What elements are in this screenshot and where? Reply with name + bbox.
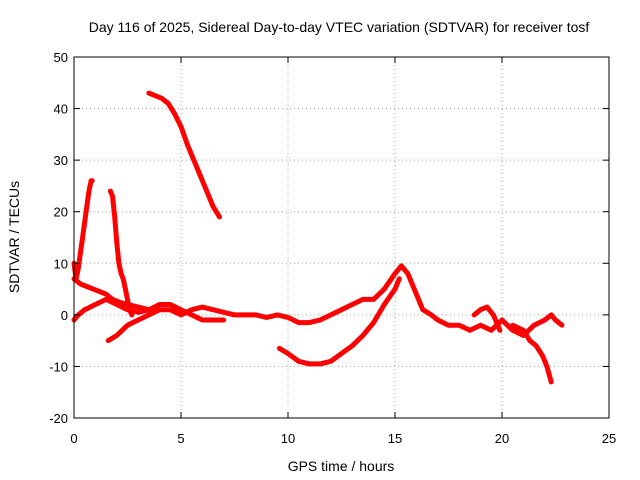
- x-tick-label: 5: [177, 431, 184, 446]
- series-arc-late-spike: [471, 304, 503, 333]
- series-arc-early-rise: [71, 178, 95, 282]
- x-tick-label: 20: [495, 431, 509, 446]
- y-tick-label: 20: [54, 205, 68, 220]
- y-tick-label: -20: [49, 411, 68, 426]
- series-arc-near-zero-a: [71, 296, 227, 323]
- y-tick-label: -10: [49, 359, 68, 374]
- series-arc-early-decay: [71, 276, 163, 313]
- y-tick-label: 10: [54, 256, 68, 271]
- axis-ticks: 0 5 10 15 20 25 -20 -10 0 10 20 30 40 50: [49, 50, 616, 446]
- series-arc-late-dive: [510, 322, 554, 385]
- series-arc-spike-decay: [107, 188, 135, 318]
- series-arc-dip-rise: [276, 276, 402, 367]
- y-tick-label: 50: [54, 50, 68, 65]
- y-axis-label: SDTVAR / TECUs: [6, 181, 22, 293]
- x-tick-label: 25: [602, 431, 616, 446]
- series-arc-high-decay: [146, 90, 222, 220]
- x-tick-label: 0: [70, 431, 77, 446]
- y-tick-label: 40: [54, 102, 68, 117]
- data-series: [71, 90, 565, 385]
- x-tick-label: 10: [281, 431, 295, 446]
- series-arc-near-zero-b: [105, 304, 344, 344]
- grid: [74, 57, 609, 418]
- y-tick-label: 30: [54, 153, 68, 168]
- plot-frame: [73, 56, 610, 419]
- series-arc-peak-tail: [339, 263, 565, 338]
- x-axis-label: GPS time / hours: [288, 458, 395, 474]
- x-tick-label: 15: [388, 431, 402, 446]
- y-tick-label: 0: [61, 308, 68, 323]
- chart-title: Day 116 of 2025, Sidereal Day-to-day VTE…: [89, 19, 590, 35]
